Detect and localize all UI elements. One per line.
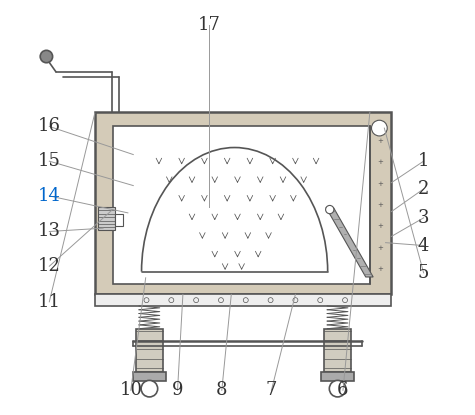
Text: 11: 11 xyxy=(38,293,61,311)
Text: 17: 17 xyxy=(198,16,221,34)
Bar xyxy=(321,372,354,381)
Text: 6: 6 xyxy=(337,381,349,399)
Text: 2: 2 xyxy=(418,180,429,198)
Circle shape xyxy=(325,205,334,214)
Text: +: + xyxy=(378,181,383,186)
Text: 12: 12 xyxy=(38,257,61,275)
Text: 1: 1 xyxy=(418,152,429,170)
Text: 7: 7 xyxy=(266,381,277,399)
Text: 8: 8 xyxy=(216,381,228,399)
Text: 3: 3 xyxy=(418,209,429,227)
Text: 13: 13 xyxy=(38,222,61,240)
Bar xyxy=(113,126,370,284)
Text: 15: 15 xyxy=(38,152,61,170)
Text: +: + xyxy=(378,202,383,208)
Bar xyxy=(324,329,351,372)
Text: 16: 16 xyxy=(38,117,61,135)
Text: +: + xyxy=(378,159,383,165)
Text: 5: 5 xyxy=(418,264,429,282)
Circle shape xyxy=(371,120,387,136)
Circle shape xyxy=(141,381,158,397)
Bar xyxy=(95,294,391,306)
Bar xyxy=(136,329,162,372)
Bar xyxy=(115,214,123,226)
Text: +: + xyxy=(378,266,383,272)
Bar xyxy=(133,372,166,381)
Text: 14: 14 xyxy=(38,187,61,205)
Bar xyxy=(95,112,391,294)
Text: 9: 9 xyxy=(172,381,183,399)
Text: 10: 10 xyxy=(119,381,142,399)
Circle shape xyxy=(329,381,346,397)
Text: 4: 4 xyxy=(418,237,429,254)
Circle shape xyxy=(40,50,53,63)
Text: +: + xyxy=(378,223,383,229)
Text: +: + xyxy=(378,244,383,251)
Bar xyxy=(98,208,115,230)
Text: +: + xyxy=(378,138,383,144)
Polygon shape xyxy=(326,208,373,277)
